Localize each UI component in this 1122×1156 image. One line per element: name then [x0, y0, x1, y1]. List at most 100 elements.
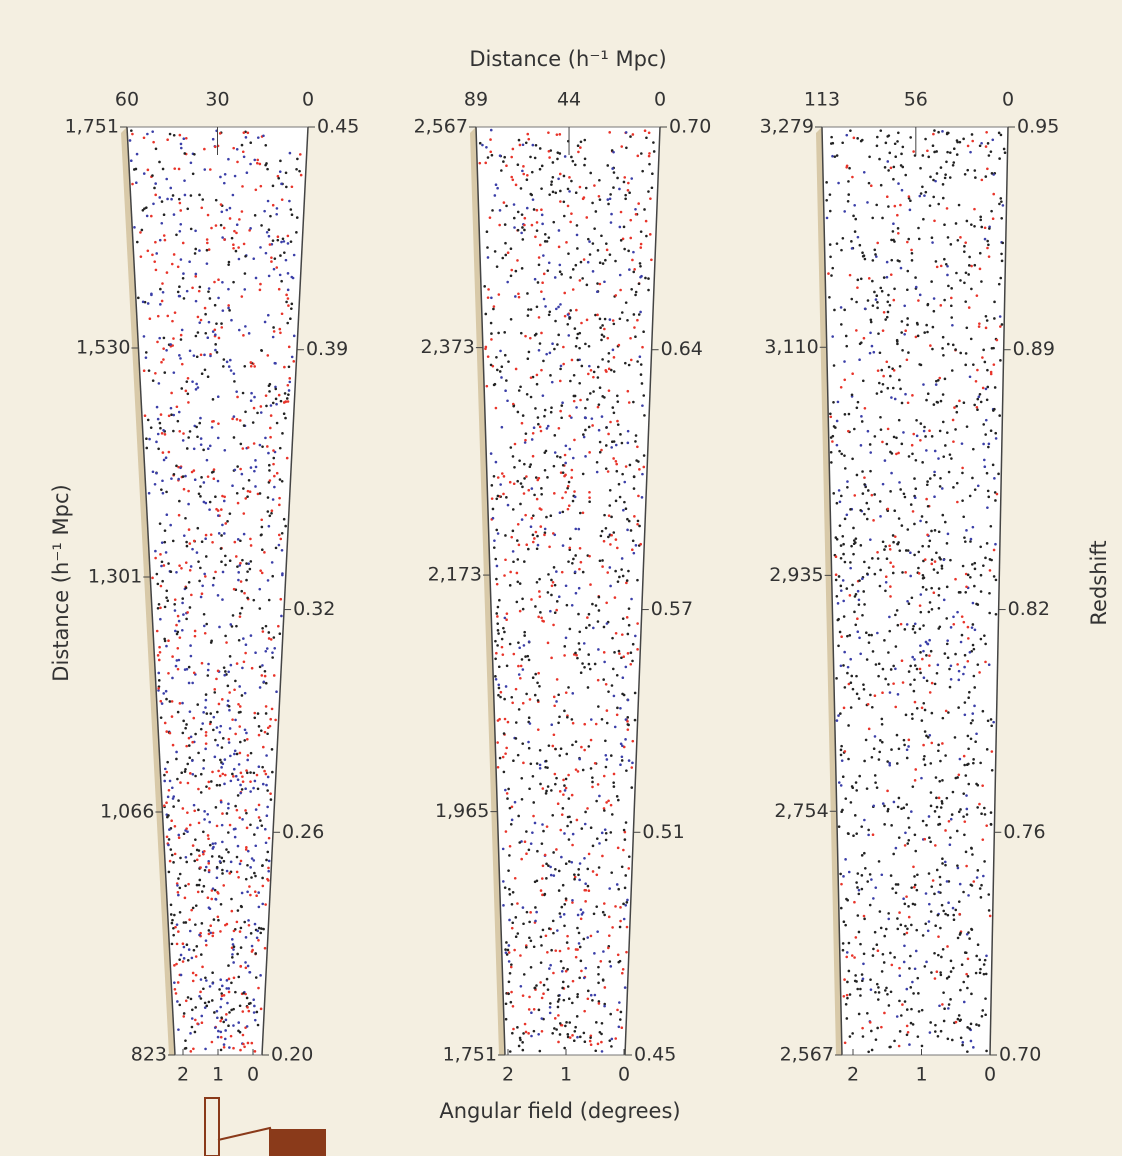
galaxy-point	[604, 526, 608, 530]
galaxy-point	[978, 267, 982, 271]
galaxy-point	[269, 214, 272, 218]
galaxy-point	[622, 745, 626, 749]
galaxy-point	[214, 348, 217, 352]
galaxy-point	[497, 686, 501, 690]
galaxy-point	[181, 276, 185, 280]
galaxy-point	[185, 447, 189, 450]
galaxy-point	[591, 785, 594, 789]
galaxy-point	[165, 271, 169, 274]
galaxy-point	[538, 685, 541, 688]
galaxy-point	[241, 1033, 245, 1037]
galaxy-point	[940, 903, 944, 907]
galaxy-point	[867, 641, 871, 644]
galaxy-point	[579, 560, 583, 564]
galaxy-point	[825, 181, 828, 184]
galaxy-point	[982, 423, 986, 426]
galaxy-point	[857, 888, 861, 892]
galaxy-point	[639, 373, 643, 376]
galaxy-point	[175, 750, 178, 754]
galaxy-point	[852, 539, 856, 542]
galaxy-point	[570, 604, 574, 607]
galaxy-point	[624, 301, 628, 304]
galaxy-point	[272, 674, 276, 677]
galaxy-point	[267, 836, 271, 840]
galaxy-point	[173, 964, 176, 967]
galaxy-point	[194, 955, 198, 958]
galaxy-point	[200, 372, 204, 375]
galaxy-point	[549, 963, 552, 967]
galaxy-point	[1001, 204, 1005, 207]
galaxy-point	[546, 988, 550, 991]
galaxy-point	[246, 890, 249, 894]
galaxy-point	[605, 622, 609, 625]
galaxy-point	[536, 681, 539, 685]
galaxy-point	[494, 657, 497, 661]
galaxy-point	[884, 575, 888, 578]
galaxy-point	[561, 986, 564, 990]
galaxy-point	[570, 718, 574, 721]
galaxy-point	[204, 501, 208, 505]
galaxy-point	[623, 830, 627, 834]
galaxy-point	[159, 413, 163, 416]
galaxy-point	[266, 850, 270, 854]
galaxy-point	[578, 976, 581, 980]
galaxy-point	[562, 214, 566, 218]
galaxy-point	[193, 478, 197, 482]
galaxy-point	[505, 953, 509, 956]
galaxy-point	[219, 997, 223, 1001]
galaxy-point	[248, 885, 251, 888]
galaxy-point	[203, 849, 206, 853]
galaxy-point	[215, 865, 219, 869]
galaxy-point	[921, 657, 924, 661]
galaxy-point	[551, 580, 555, 584]
galaxy-point	[861, 492, 865, 495]
galaxy-point	[530, 598, 533, 601]
galaxy-point	[213, 888, 217, 892]
galaxy-point	[282, 240, 286, 243]
galaxy-point	[540, 616, 543, 620]
galaxy-point	[618, 959, 622, 963]
galaxy-point	[162, 428, 165, 432]
galaxy-point	[494, 183, 498, 186]
galaxy-point	[493, 539, 496, 542]
galaxy-point	[517, 138, 521, 142]
galaxy-point	[494, 460, 498, 464]
galaxy-point	[938, 875, 942, 879]
galaxy-point	[165, 177, 169, 181]
galaxy-point	[916, 976, 920, 980]
galaxy-point	[495, 355, 498, 359]
galaxy-point	[548, 1005, 552, 1009]
galaxy-point	[211, 934, 215, 938]
galaxy-point	[589, 718, 593, 721]
galaxy-point	[151, 576, 154, 580]
galaxy-point	[236, 909, 240, 912]
galaxy-point	[866, 880, 870, 883]
galaxy-point	[220, 508, 223, 511]
galaxy-point	[971, 853, 974, 856]
galaxy-point	[641, 345, 644, 349]
galaxy-point	[892, 800, 896, 804]
galaxy-point	[943, 520, 947, 524]
galaxy-point	[541, 787, 545, 790]
galaxy-point	[188, 260, 191, 263]
galaxy-point	[216, 594, 220, 597]
galaxy-point	[955, 404, 958, 408]
galaxy-point	[639, 542, 643, 546]
galaxy-point	[947, 975, 951, 979]
galaxy-point	[949, 677, 953, 681]
galaxy-point	[621, 472, 624, 476]
galaxy-point	[516, 259, 519, 262]
galaxy-point	[564, 490, 567, 494]
galaxy-point	[195, 883, 199, 887]
galaxy-point	[629, 662, 633, 666]
galaxy-point	[587, 344, 591, 348]
galaxy-point	[843, 517, 847, 521]
galaxy-point	[275, 421, 279, 425]
galaxy-point	[976, 408, 979, 412]
galaxy-point	[230, 625, 234, 628]
galaxy-point	[572, 1039, 576, 1042]
galaxy-point	[159, 553, 162, 556]
galaxy-point	[562, 778, 565, 782]
galaxy-point	[964, 300, 967, 303]
galaxy-point	[521, 742, 525, 745]
